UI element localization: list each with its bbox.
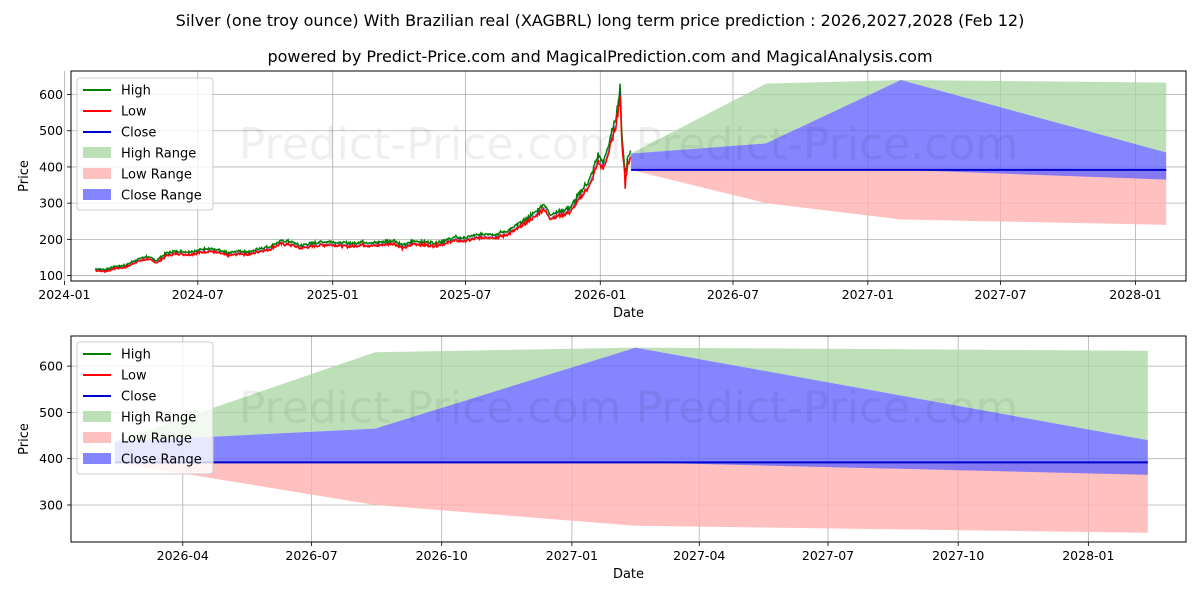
legend-label-high: High [121,84,151,99]
legend-label-low: Low [121,105,147,120]
legend-label-close-range: Close Range [121,189,202,204]
x-tick-label: 2025-01 [307,287,359,302]
top-panel: 2024-01 2024-07 2025-01 2025-07 2026-01 2026-… [17,70,1187,321]
legend-label-high-range: High Range [121,147,196,162]
y-tick-label: 200 [39,232,63,247]
legend: High Low Close High Range Low Range Close Ran… [76,341,214,475]
legend-swatch-high-range [83,147,111,158]
legend: High Low Close High Range Low Range Close Ran… [76,77,214,211]
y-tick-label: 300 [39,497,63,512]
bottom-panel: 2026-04 2026-07 2026-10 2027-01 2027-04 2027-… [17,335,1187,582]
legend-label-high: High [121,348,151,363]
y-tick-label: 300 [39,196,63,211]
x-tick-label: 2024-07 [172,287,224,302]
x-tick-label: 2024-01 [38,287,90,302]
legend-swatch-low-range [83,432,111,443]
x-tick-label: 2027-01 [842,287,894,302]
legend-label-close-range: Close Range [121,453,202,468]
y-tick-label: 500 [39,123,63,138]
legend-label-low: Low [121,369,147,384]
x-axis-label: Date [613,567,644,582]
high-history-line [94,83,632,272]
low-range-area [114,462,1148,533]
x-tick-label: 2026-07 [285,548,337,563]
x-tick-label: 2026-04 [157,548,209,563]
legend-label-low-range: Low Range [121,432,192,447]
legend-label-high-range: High Range [121,411,196,426]
x-tick-label: 2027-01 [546,548,598,563]
legend-swatch-close-range [83,453,111,464]
y-tick-label: 100 [39,268,63,283]
legend-swatch-close-range [83,189,111,200]
legend-label-close: Close [121,126,156,141]
x-tick-label: 2025-07 [439,287,491,302]
y-axis-label: Price [17,160,32,192]
legend-swatch-low-range [83,168,111,179]
legend-label-low-range: Low Range [121,168,192,183]
watermark: Predict-Price.com Predict-Price.com [239,119,1018,170]
high-range-area [631,80,1167,154]
x-tick-label: 2028-01 [1109,287,1161,302]
x-tick-label: 2026-01 [574,287,626,302]
x-tick-label: 2027-07 [974,287,1026,302]
axes-frame [70,335,1187,543]
y-tick-label: 600 [39,359,63,374]
y-axis-label: Price [17,423,32,455]
x-axis-label: Date [613,306,644,321]
y-tick-label: 400 [39,159,63,174]
low-range-area [631,169,1167,225]
chart-subtitle: powered by Predict-Price.com and Magical… [267,47,932,66]
close-range-area [631,80,1167,180]
y-tick-label: 400 [39,451,63,466]
chart-title: Silver (one troy ounce) With Brazilian r… [176,11,1025,30]
x-tick-label: 2028-01 [1062,548,1114,563]
y-tick-label: 500 [39,405,63,420]
x-tick-label: 2027-04 [673,548,725,563]
x-tick-label: 2027-07 [802,548,854,563]
low-history-line [94,95,632,274]
x-tick-label: 2026-07 [707,287,759,302]
axes-frame [70,70,1187,282]
legend-label-close: Close [121,390,156,405]
x-tick-label: 2026-10 [416,548,468,563]
high-range-area [114,347,1148,442]
y-tick-label: 600 [39,87,63,102]
x-tick-label: 2027-10 [932,548,984,563]
watermark: Predict-Price.com Predict-Price.com [239,383,1018,434]
legend-swatch-high-range [83,411,111,422]
close-range-area [114,347,1148,475]
